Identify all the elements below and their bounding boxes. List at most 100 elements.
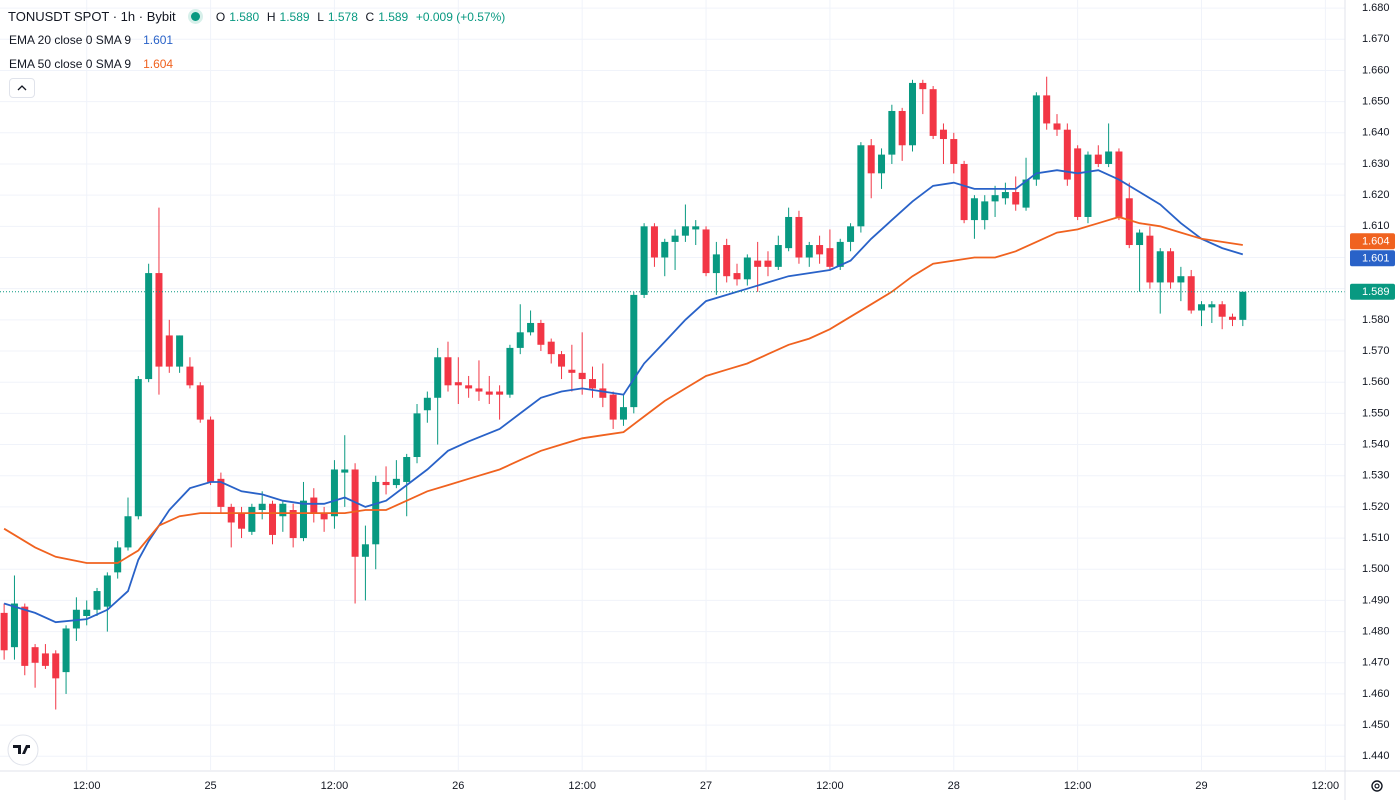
candle-body: [155, 273, 163, 367]
y-tick-label: 1.470: [1362, 657, 1390, 669]
market-status-dot: [191, 12, 201, 21]
candle-body: [702, 229, 710, 274]
candle-body: [351, 469, 359, 557]
indicator-legend[interactable]: EMA 20 close 0 SMA 9 1.601: [9, 33, 173, 47]
candle-body: [124, 516, 132, 548]
candle-body: [960, 163, 968, 221]
candle-body: [1125, 198, 1133, 246]
gear-ring[interactable]: [1371, 780, 1383, 792]
candle-body: [1239, 291, 1247, 320]
collapse-legend-button[interactable]: [9, 78, 35, 98]
candle-body: [41, 653, 49, 666]
candle-body: [1032, 95, 1040, 180]
candle-body: [403, 457, 411, 482]
y-tick-label: 1.560: [1362, 376, 1390, 388]
candle-body: [248, 506, 256, 532]
candle-body: [578, 372, 586, 380]
chevron-path: [17, 85, 27, 91]
price-badge: [1350, 250, 1395, 267]
indicator-name[interactable]: EMA 20 close 0 SMA 9: [9, 33, 132, 47]
candle-body: [1022, 179, 1030, 208]
candle-body: [785, 216, 793, 249]
ema-line: [3, 169, 1244, 624]
ohlc-close: 1.589: [378, 10, 409, 24]
candle-body: [299, 500, 307, 539]
ohlc-open: 1.580: [229, 10, 260, 24]
x-tick-label: 12:00: [73, 780, 101, 792]
candle-body: [847, 226, 855, 242]
candle-body: [434, 357, 442, 398]
y-tick-label: 1.670: [1362, 33, 1390, 45]
candle-body: [196, 385, 204, 420]
candle-body: [279, 503, 287, 517]
candle-body: [176, 335, 184, 367]
candle-body: [681, 226, 689, 236]
x-tick-label: 12:00: [1312, 780, 1340, 792]
logo-circle[interactable]: [7, 734, 39, 766]
candle-body: [217, 478, 225, 507]
candle-body: [1001, 192, 1009, 199]
y-tick-label: 1.630: [1362, 158, 1390, 170]
candle-body: [692, 226, 700, 230]
candle-body: [599, 388, 607, 398]
candle-body: [764, 260, 772, 267]
tradingview-logo[interactable]: [7, 734, 39, 766]
y-tick-label: 1.650: [1362, 96, 1390, 108]
symbol[interactable]: TONUSDT SPOT · 1h · Bybit: [8, 9, 176, 24]
x-tick-label: 29: [1195, 780, 1207, 792]
y-tick-label: 1.610: [1362, 220, 1390, 232]
candle-body: [857, 145, 865, 227]
candle-body: [1063, 129, 1071, 180]
candle-body: [165, 335, 173, 367]
candle-body: [506, 347, 514, 395]
candle-body: [919, 82, 927, 90]
candle-body: [238, 513, 246, 529]
ohlc-label-open: O: [215, 10, 226, 24]
y-tick-label: 1.620: [1362, 189, 1390, 201]
candle-body: [423, 397, 431, 411]
price-badge-label: 1.601: [1362, 253, 1390, 265]
candle-body: [320, 513, 328, 520]
candle-body: [1074, 148, 1082, 217]
candle-body: [392, 478, 400, 486]
candle-body: [537, 322, 545, 345]
y-tick-label: 1.490: [1362, 594, 1390, 606]
candle-body: [1105, 151, 1113, 164]
y-tick-label: 1.530: [1362, 470, 1390, 482]
candle-body: [382, 481, 390, 486]
y-tick-label: 1.510: [1362, 532, 1390, 544]
settings-icon[interactable]: [1371, 780, 1383, 792]
candle-body: [630, 294, 638, 408]
candle-body: [52, 653, 60, 679]
candle-body: [981, 201, 989, 221]
gear-hub: [1374, 783, 1380, 789]
candle-body: [289, 510, 297, 539]
price-badge: [1350, 283, 1395, 300]
price-badge-label: 1.604: [1362, 236, 1390, 248]
candle-body: [1167, 251, 1175, 283]
candle-body: [816, 245, 824, 255]
y-tick-label: 1.640: [1362, 127, 1390, 139]
symbol-legend: TONUSDT SPOT · 1h · Bybit O 1.580 H 1.589 …: [8, 9, 509, 24]
y-tick-label: 1.550: [1362, 407, 1390, 419]
indicator-name[interactable]: EMA 50 close 0 SMA 9: [9, 57, 132, 71]
candle-body: [0, 612, 8, 651]
candle-body: [609, 394, 617, 420]
indicator-value: 1.601: [143, 33, 174, 47]
price-badge-label: 1.589: [1362, 286, 1390, 298]
candle-body: [1208, 304, 1216, 308]
candle-body: [227, 506, 235, 523]
indicator-legend[interactable]: EMA 50 close 0 SMA 9 1.604: [9, 57, 173, 71]
candle-body: [1177, 276, 1185, 283]
candle-body: [372, 481, 380, 545]
candle-body: [1187, 276, 1195, 311]
y-tick-label: 1.450: [1362, 719, 1390, 731]
candle-body: [1156, 251, 1164, 283]
candle-body: [640, 226, 648, 295]
candle-body: [444, 357, 452, 386]
candle-body: [465, 385, 473, 389]
y-tick-label: 1.660: [1362, 64, 1390, 76]
candle-body: [527, 322, 535, 333]
